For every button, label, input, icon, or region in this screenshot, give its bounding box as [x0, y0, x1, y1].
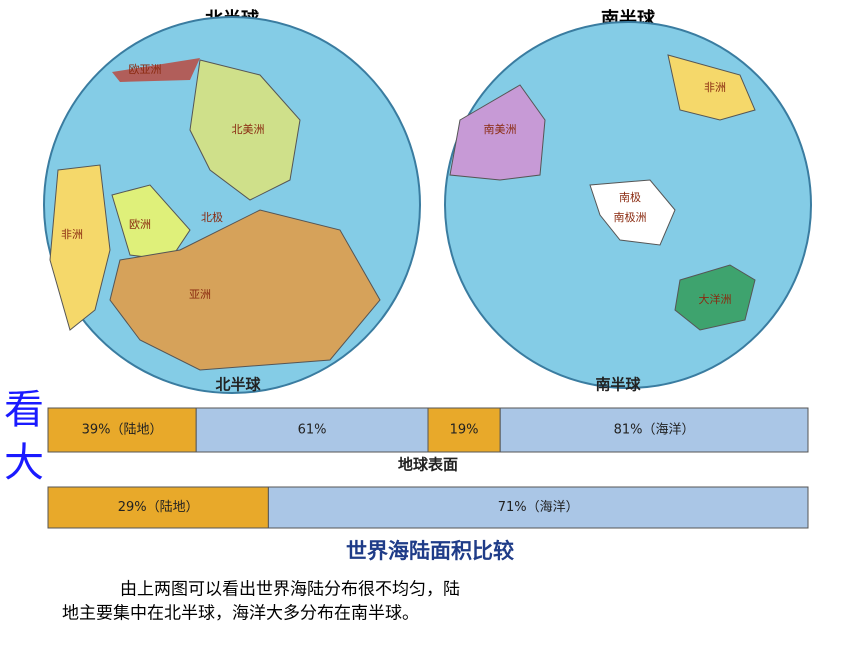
bar-title: 北半球 [215, 376, 261, 394]
south-map: 非洲 南美洲 南极 南极洲 大洋洲 [444, 21, 812, 389]
overlay-text: 看 [4, 387, 44, 433]
bar-segment [499, 407, 809, 453]
bar-segment [47, 486, 269, 529]
map-label: 南极 [619, 190, 641, 204]
caption: 世界海陆面积比较 [346, 539, 514, 563]
paragraph-line: 地主要集中在北半球，海洋大多分布在南半球。 [62, 604, 419, 624]
segment-label: 81%（海洋） [614, 423, 695, 438]
bar-title: 南半球 [595, 376, 641, 394]
segment-label: 19% [450, 423, 479, 438]
map-label: 非洲 [61, 228, 83, 241]
segment-label: 61% [298, 423, 327, 438]
bar-segment [195, 407, 429, 453]
overlay-text: 大 [4, 440, 44, 486]
map-label: 南极洲 [614, 210, 647, 224]
segment-label: 39%（陆地） [82, 422, 163, 438]
segment-label: 71%（海洋） [498, 500, 579, 515]
bar-segment [267, 486, 809, 529]
map-label: 欧亚洲 [129, 63, 162, 76]
bar-title: 地球表面 [398, 456, 458, 474]
map-label: 欧洲 [129, 218, 151, 231]
north-map: 欧亚洲 北美洲 北极 非洲 欧洲 亚洲 [43, 16, 421, 394]
paragraph-line: 由上两图可以看出世界海陆分布很不均匀，陆 [120, 580, 460, 600]
map-label: 南美洲 [484, 123, 517, 136]
segment-label: 29%（陆地） [118, 499, 199, 515]
map-label: 非洲 [704, 81, 726, 94]
bar-segment [47, 407, 197, 453]
map-label: 北美洲 [232, 123, 265, 136]
map-label: 亚洲 [189, 288, 211, 301]
map-label: 北极 [201, 210, 223, 224]
map-label: 大洋洲 [699, 292, 732, 306]
